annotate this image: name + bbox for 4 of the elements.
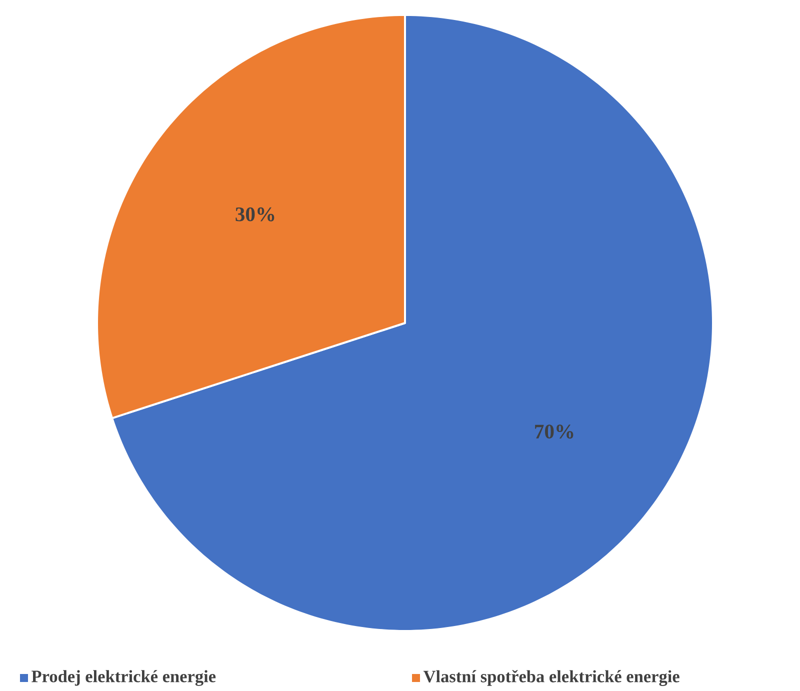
data-label: 70% xyxy=(535,424,574,439)
legend-label: Prodej elektrické energie xyxy=(32,670,216,686)
data-label: 30% xyxy=(236,207,274,222)
legend-label: Vlastní spotřeba elektrické energie xyxy=(423,670,680,686)
